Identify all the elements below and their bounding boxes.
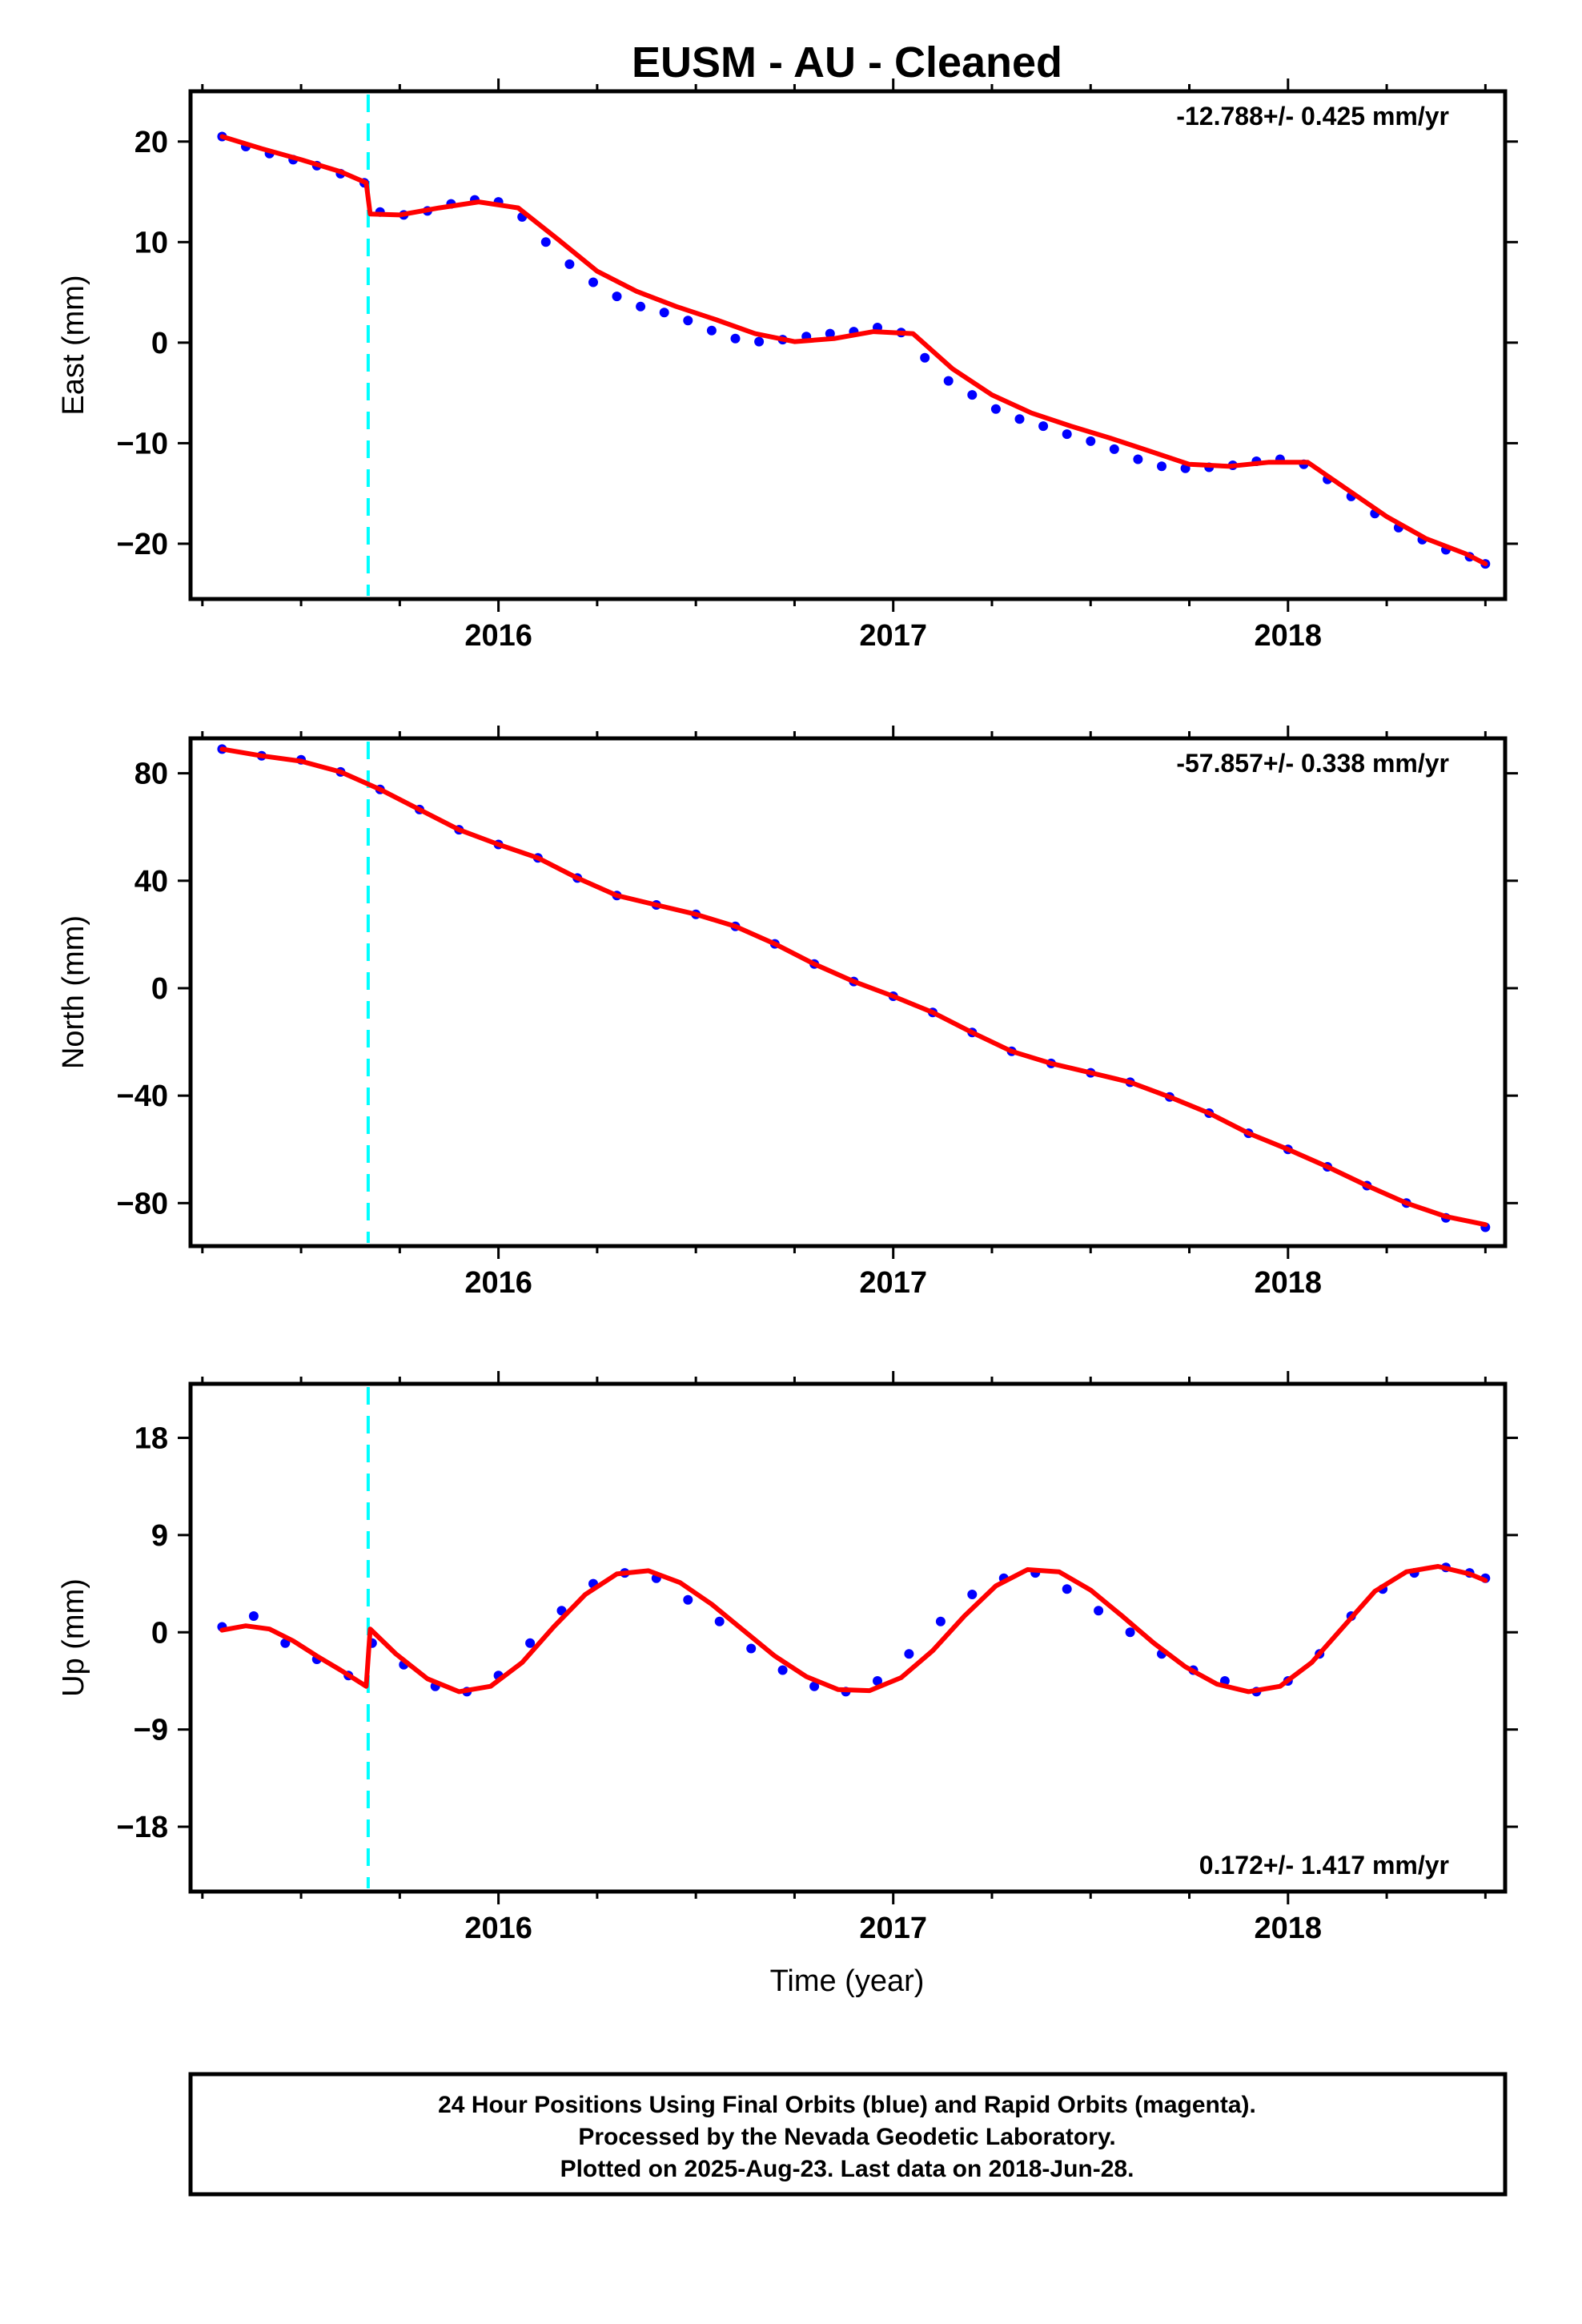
north-y-tick-label: −40	[117, 1080, 168, 1113]
east-axis-ticks: 2016 2017 2018 −20 −10 0 10 20	[117, 78, 1518, 653]
east-y-tick-label: 10	[135, 226, 168, 259]
up-x-tick-label: 2017	[859, 1912, 927, 1945]
east-data-point	[825, 328, 835, 339]
up-data-point	[746, 1643, 757, 1654]
up-data-point	[1062, 1584, 1072, 1594]
up-y-tick-label: 0	[151, 1616, 168, 1650]
east-x-tick-label: 2016	[464, 619, 532, 653]
footer-line-3: Plotted on 2025-Aug-23. Last data on 201…	[560, 2156, 1134, 2182]
east-data-point	[588, 277, 598, 287]
up-y-tick-label: −9	[134, 1714, 168, 1747]
north-x-tick-label: 2017	[859, 1266, 927, 1300]
up-plot-frame	[188, 1381, 1508, 1894]
north-y-tick-label: 80	[135, 758, 168, 791]
north-plot-frame	[188, 736, 1508, 1248]
up-data-point	[873, 1676, 882, 1686]
north-y-tick-label: 40	[135, 865, 168, 899]
east-data-point	[943, 376, 954, 386]
up-axis-ticks: 2016 2017 2018 −18 −9 0 9 18	[117, 1371, 1518, 1945]
east-data-point	[1062, 429, 1072, 440]
east-y-tick-label: −20	[117, 528, 168, 561]
up-data-point	[967, 1590, 978, 1599]
up-data-point	[1094, 1606, 1104, 1616]
east-data-point	[1133, 454, 1143, 464]
north-rate-label: -57.857+/- 0.338 mm/yr	[1176, 749, 1449, 778]
east-model-line	[219, 134, 1488, 567]
up-model-line	[219, 1564, 1488, 1695]
figure-title: EUSM - AU - Cleaned	[632, 38, 1062, 86]
up-data-point	[683, 1594, 693, 1605]
up-data-point	[904, 1649, 914, 1659]
up-data-point	[935, 1616, 946, 1626]
east-data-point	[1014, 414, 1025, 424]
east-data-point	[564, 259, 575, 269]
east-y-tick-label: 20	[135, 126, 168, 159]
east-data-layer	[217, 94, 1491, 596]
east-y-tick-label: −10	[117, 427, 168, 460]
east-data-point	[659, 308, 669, 318]
east-data-point	[636, 301, 646, 312]
up-data-point	[777, 1665, 788, 1675]
up-data-layer	[217, 1387, 1491, 1888]
up-x-tick-label: 2018	[1255, 1912, 1323, 1945]
east-data-point	[920, 352, 930, 363]
footer-line-2: Processed by the Nevada Geodetic Laborat…	[578, 2124, 1115, 2150]
footer-box: 24 Hour Positions Using Final Orbits (bl…	[188, 2072, 1508, 2197]
footer-frame	[188, 2072, 1508, 2197]
footer-line-1: 24 Hour Positions Using Final Orbits (bl…	[438, 2092, 1256, 2118]
north-y-tick-label: 0	[151, 972, 168, 1006]
up-data-point	[248, 1611, 259, 1621]
up-x-tick-label: 2016	[464, 1912, 532, 1945]
up-data-point	[1125, 1627, 1135, 1638]
east-x-tick-label: 2017	[859, 619, 927, 653]
east-data-point	[1157, 461, 1166, 472]
up-rate-label: 0.172+/- 1.417 mm/yr	[1199, 1851, 1449, 1880]
north-data-layer	[217, 742, 1491, 1243]
east-data-point	[754, 336, 765, 347]
east-data-point	[990, 404, 1001, 414]
up-data-point	[809, 1681, 820, 1691]
east-data-point	[683, 316, 693, 326]
east-y-tick-label: 0	[151, 327, 168, 360]
north-y-tick-label: −80	[117, 1187, 168, 1220]
east-y-axis-label: East (mm)	[57, 275, 90, 415]
up-y-tick-label: −18	[117, 1811, 168, 1844]
up-y-tick-label: 9	[151, 1519, 168, 1553]
east-data-point	[1038, 421, 1049, 432]
east-data-point	[967, 390, 978, 400]
up-y-tick-label: 18	[135, 1421, 168, 1455]
up-data-point	[714, 1616, 725, 1626]
x-axis-label: Time (year)	[770, 1964, 925, 1998]
up-data-point	[525, 1638, 536, 1648]
east-data-point	[706, 325, 717, 336]
north-x-tick-label: 2018	[1255, 1266, 1323, 1300]
east-plot-frame	[188, 89, 1508, 601]
east-x-tick-label: 2018	[1255, 619, 1323, 653]
up-y-axis-label: Up (mm)	[57, 1578, 90, 1697]
east-data-point	[1086, 436, 1096, 446]
north-panel: North (mm) -57.857+/- 0.338 mm/yr 2016 20…	[57, 726, 1518, 1300]
east-rate-label: -12.788+/- 0.425 mm/yr	[1176, 102, 1449, 131]
east-data-point	[730, 333, 741, 344]
north-y-axis-label: North (mm)	[57, 915, 90, 1069]
north-model-line	[219, 746, 1488, 1228]
north-axis-ticks: 2016 2017 2018 −80 −40 0 40 80	[117, 726, 1518, 1300]
east-data-point	[540, 237, 551, 247]
east-panel: East (mm) -12.788+/- 0.425 mm/yr 2016 201…	[57, 78, 1518, 653]
north-x-tick-label: 2016	[464, 1266, 532, 1300]
east-data-point	[612, 292, 622, 302]
up-panel: Up (mm) 0.172+/- 1.417 mm/yr 2016 2017 201…	[57, 1371, 1518, 1945]
east-data-point	[1109, 444, 1119, 454]
